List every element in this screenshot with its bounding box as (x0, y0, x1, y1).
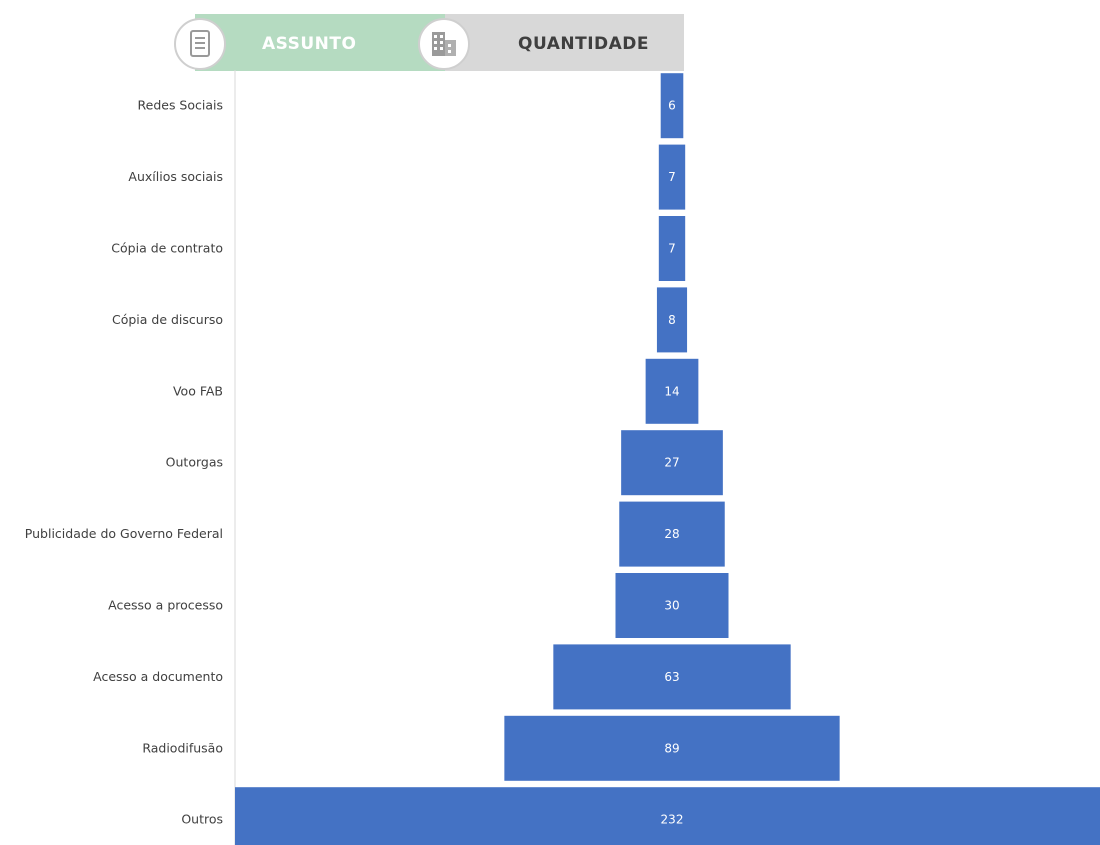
data-label: 28 (664, 527, 679, 541)
category-label: Auxílios sociais (128, 169, 223, 184)
data-label: 7 (668, 242, 676, 256)
category-label: Acesso a documento (93, 669, 223, 684)
assunto-header-label: ASSUNTO (262, 34, 357, 54)
data-label: 8 (668, 313, 676, 327)
category-label: Outorgas (166, 455, 223, 470)
category-label: Voo FAB (173, 383, 223, 398)
quantidade-header-label: QUANTIDADE (518, 34, 650, 54)
data-label: 14 (664, 384, 679, 398)
data-label: 30 (664, 599, 679, 613)
bar (235, 787, 1100, 845)
data-label: 89 (664, 741, 679, 755)
bar (619, 501, 725, 567)
data-label: 63 (664, 670, 679, 684)
assunto-header-band (195, 14, 445, 71)
bar (504, 715, 840, 781)
bar (621, 430, 723, 496)
data-label: 27 (664, 456, 679, 470)
bar (645, 358, 699, 424)
data-label: 6 (668, 99, 676, 113)
building-icon (418, 18, 470, 70)
category-label: Publicidade do Governo Federal (25, 526, 223, 541)
data-label: 7 (668, 170, 676, 184)
bar (658, 216, 686, 281)
category-label: Redes Sociais (138, 98, 224, 113)
document-icon (174, 18, 226, 70)
category-label: Acesso a processo (108, 598, 223, 613)
bar (656, 287, 688, 353)
bar (615, 573, 729, 638)
category-label: Outros (181, 812, 223, 827)
bar (553, 644, 791, 710)
quantidade-header-band (445, 14, 684, 71)
category-label: Cópia de contrato (111, 241, 223, 256)
bar (660, 73, 684, 139)
category-label: Cópia de discurso (112, 312, 223, 327)
category-label: Radiodifusão (142, 740, 223, 755)
data-label: 232 (661, 813, 684, 827)
bar (658, 144, 686, 210)
